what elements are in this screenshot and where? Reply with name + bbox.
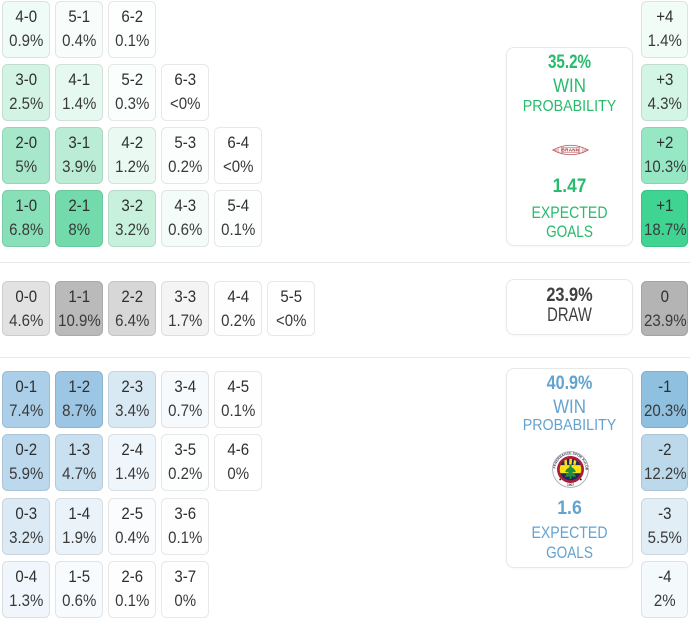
svg-text:1907: 1907 bbox=[566, 482, 573, 486]
svg-text:BRANN: BRANN bbox=[561, 148, 579, 153]
